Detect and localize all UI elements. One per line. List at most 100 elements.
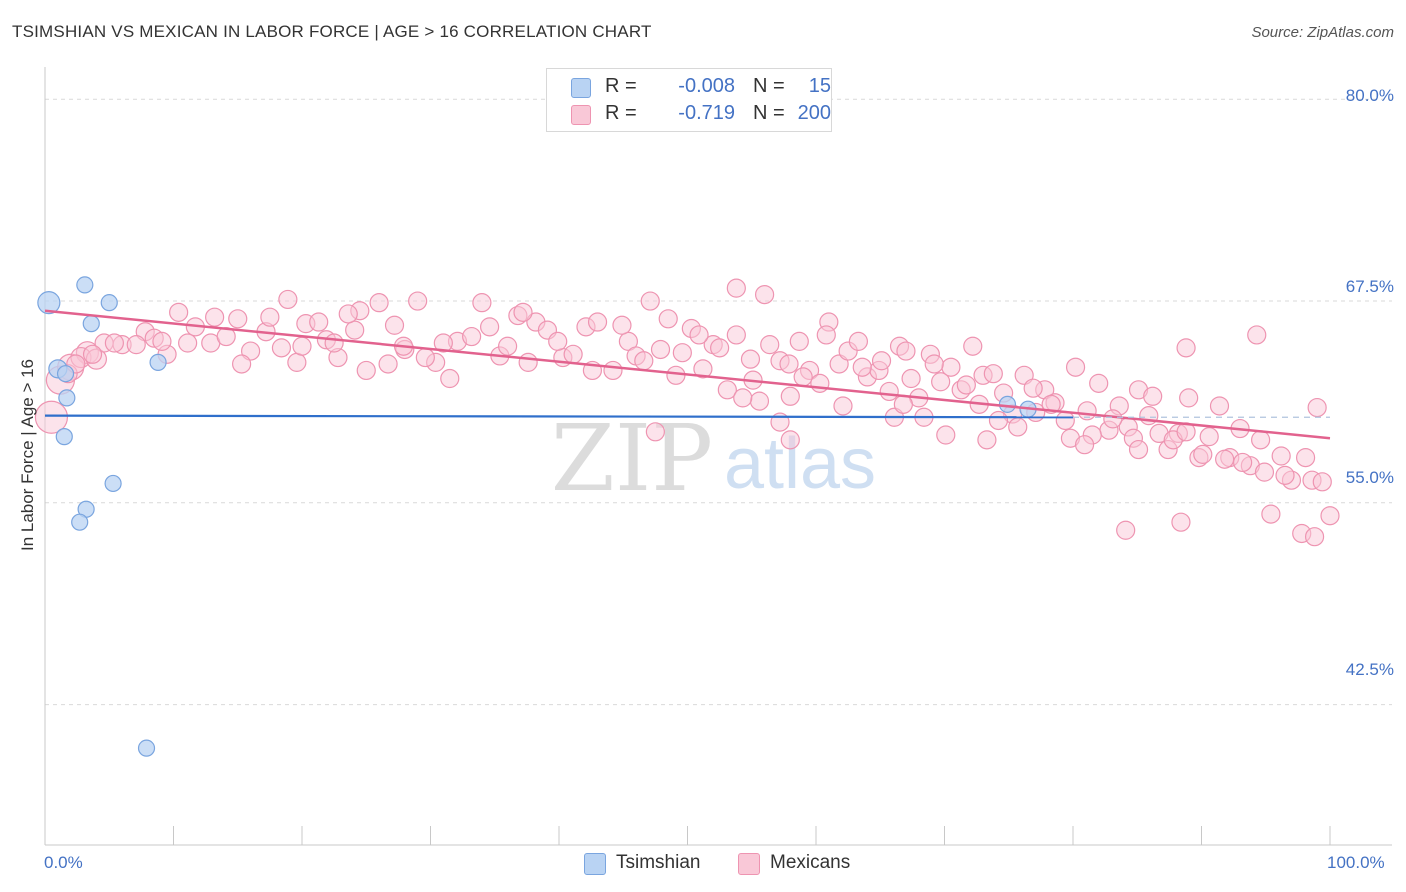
trend-lines xyxy=(44,309,1331,440)
mexicans-points xyxy=(34,278,1340,547)
mexicans-point xyxy=(278,289,298,310)
tsimshian-point xyxy=(58,389,76,407)
y-axis-label: In Labor Force | Age > 16 xyxy=(18,358,37,552)
mexicans-point xyxy=(356,360,376,381)
mexicans-point xyxy=(852,357,872,377)
mexicans-point xyxy=(789,331,809,351)
mexicans-point xyxy=(749,391,770,411)
mexicans-point xyxy=(292,336,312,356)
tsimshian-point xyxy=(998,395,1017,413)
mexicans-point xyxy=(754,284,775,305)
mexicans-point xyxy=(733,388,753,408)
tsimshian-point xyxy=(104,474,122,493)
r-value: -0.008 xyxy=(678,75,735,97)
mexicans-point xyxy=(408,291,428,311)
mexicans-point xyxy=(472,293,492,313)
tsimshian-point xyxy=(71,513,89,531)
mexicans-point xyxy=(324,333,344,353)
tsimshian-point xyxy=(137,739,156,757)
mexicans-point xyxy=(893,394,913,414)
mexicans-point xyxy=(871,351,892,371)
tsimshian-point xyxy=(55,428,73,446)
mexicans-point xyxy=(1055,410,1075,431)
mexicans-point xyxy=(513,302,533,322)
mexicans-point xyxy=(760,335,780,355)
mexicans-point xyxy=(1023,378,1043,398)
mexicans-point xyxy=(612,315,632,335)
y-tick-label: 80.0% xyxy=(1345,86,1394,105)
n-value: 200 xyxy=(797,102,831,124)
mexicans-point xyxy=(603,360,623,381)
mexicans-point xyxy=(1254,462,1275,482)
mexicans-point xyxy=(1089,373,1109,393)
mexicans-point xyxy=(779,354,799,374)
mexicans-point xyxy=(666,365,686,385)
n-label: N = xyxy=(753,102,785,124)
mexicans-point xyxy=(1209,396,1230,416)
r-label: R = xyxy=(605,75,637,97)
n-value: 15 xyxy=(808,75,831,97)
r-label: R = xyxy=(605,102,637,124)
mexicans-point xyxy=(963,336,983,356)
mexicans-point xyxy=(271,338,292,358)
mexicans-point xyxy=(1128,439,1149,460)
tsimshian-points xyxy=(37,276,1037,757)
mexicans-point xyxy=(369,293,389,313)
x-tick-label-right: 100.0% xyxy=(1327,853,1385,872)
tsimshian-point xyxy=(82,315,100,333)
legend-label-mexicans: Mexicans xyxy=(770,852,851,873)
mexicans-point xyxy=(941,357,961,377)
mexicans-point xyxy=(710,338,730,358)
mexicans-point xyxy=(689,325,709,345)
axes xyxy=(44,67,1392,846)
mexicans-point xyxy=(924,354,944,374)
mexicans-point xyxy=(462,326,482,347)
mexicans-point xyxy=(1295,448,1316,468)
tsimshian-point xyxy=(149,353,167,371)
mexicans-point xyxy=(1179,388,1199,408)
tsimshian-swatch xyxy=(584,853,606,875)
mexicans-point xyxy=(232,354,252,374)
chart-title: TSIMSHIAN VS MEXICAN IN LABOR FORCE | AG… xyxy=(12,22,652,41)
mexicans-point xyxy=(726,325,746,345)
mexicans-point xyxy=(983,364,1003,384)
tsimshian-point xyxy=(100,294,118,312)
tsimshian-swatch xyxy=(571,78,591,98)
mexicans-point xyxy=(1116,520,1136,540)
mexicans-point xyxy=(658,309,678,329)
mexicans-swatch xyxy=(738,853,760,875)
mexicans-point xyxy=(1193,444,1213,464)
mexicans-point xyxy=(780,386,800,406)
tsimshian-trend-line xyxy=(44,414,1074,419)
mexicans-point xyxy=(1176,338,1196,358)
mexicans-point xyxy=(896,341,916,361)
mexicans-point xyxy=(309,312,329,332)
mexicans-point xyxy=(1271,446,1291,466)
tsimshian-point xyxy=(76,276,94,294)
mexicans-point xyxy=(345,320,365,340)
mexicans-point xyxy=(1143,386,1163,406)
mexicans-point xyxy=(415,347,435,368)
n-label: N = xyxy=(753,75,785,97)
mexicans-point xyxy=(879,381,899,402)
source-label: Source: ZipAtlas.com xyxy=(1251,24,1394,41)
mexicans-point xyxy=(104,333,124,353)
tsimshian-point xyxy=(56,365,75,383)
mexicans-point xyxy=(1103,409,1123,429)
mexicans-point xyxy=(1074,435,1095,455)
mexicans-point xyxy=(988,410,1009,431)
mexicans-point xyxy=(1199,427,1219,447)
mexicans-point xyxy=(518,352,538,372)
mexicans-point xyxy=(848,331,869,351)
mexicans-point xyxy=(1307,397,1327,418)
mexicans-point xyxy=(228,309,248,329)
mexicans-point xyxy=(816,325,836,345)
mexicans-point xyxy=(169,302,189,322)
mexicans-trend-line xyxy=(44,309,1331,440)
mexicans-point xyxy=(1171,512,1191,532)
mexicans-point xyxy=(498,336,518,356)
mexicans-point xyxy=(793,367,813,387)
mexicans-point xyxy=(931,372,951,392)
x-tick-label-left: 0.0% xyxy=(44,853,83,872)
mexicans-point xyxy=(726,278,746,298)
